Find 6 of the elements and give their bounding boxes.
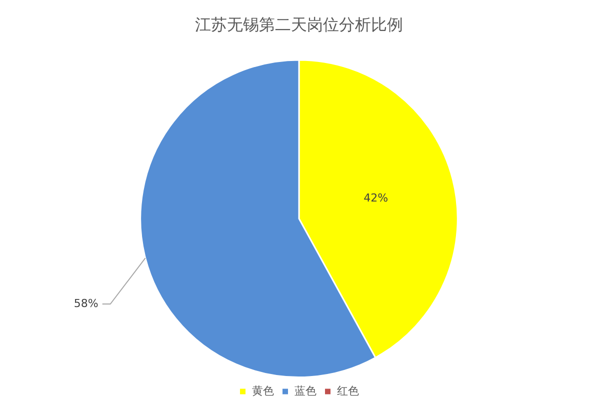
legend-label: 黄色	[252, 384, 274, 398]
data-label: 42%	[364, 192, 388, 205]
data-label: 58%	[74, 296, 98, 310]
chart-title: 江苏无锡第二天岗位分析比例	[195, 14, 403, 34]
legend-label: 红色	[336, 384, 359, 398]
legend-label: 蓝色	[294, 384, 316, 398]
